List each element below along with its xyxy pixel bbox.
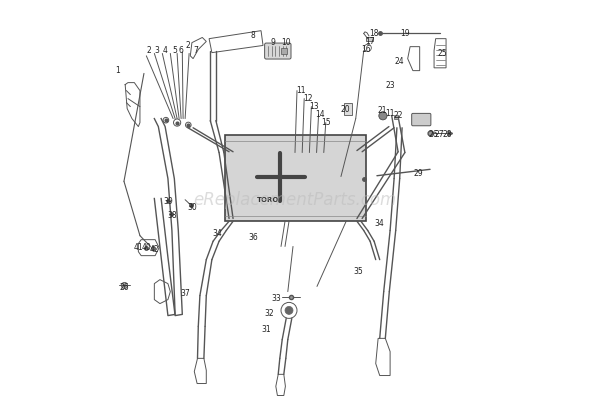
Text: 42: 42: [149, 245, 159, 254]
Bar: [344, 103, 352, 115]
Text: 26: 26: [119, 283, 129, 292]
Text: 1: 1: [115, 66, 120, 75]
Text: 21: 21: [378, 106, 387, 115]
Text: 35: 35: [353, 267, 363, 276]
Text: 34: 34: [375, 219, 385, 228]
Text: 38: 38: [167, 211, 177, 220]
FancyBboxPatch shape: [412, 113, 431, 126]
Text: 11: 11: [296, 86, 306, 95]
Text: 8: 8: [251, 31, 255, 41]
Text: 17: 17: [365, 37, 375, 46]
Circle shape: [285, 306, 293, 314]
Bar: [366, 36, 373, 41]
Text: 4: 4: [163, 46, 168, 55]
Text: 37: 37: [180, 289, 190, 298]
Circle shape: [379, 112, 387, 120]
Text: 28: 28: [443, 130, 453, 139]
Text: 14: 14: [315, 110, 324, 119]
Text: 2: 2: [185, 41, 191, 50]
Text: eReplacementParts.com: eReplacementParts.com: [194, 191, 396, 209]
Text: 7: 7: [194, 46, 198, 55]
Text: 3: 3: [155, 46, 159, 55]
Text: TORO: TORO: [257, 197, 279, 203]
Text: 41: 41: [133, 243, 143, 252]
Text: 31: 31: [261, 325, 271, 334]
FancyBboxPatch shape: [265, 43, 291, 59]
Text: 11: 11: [385, 109, 395, 118]
Text: 10: 10: [281, 38, 291, 47]
Text: 9: 9: [271, 38, 276, 47]
Text: 27: 27: [435, 130, 444, 139]
Text: 18: 18: [369, 29, 379, 38]
Text: 12: 12: [303, 94, 313, 103]
Text: 33: 33: [271, 294, 281, 303]
Text: 34: 34: [212, 229, 222, 238]
Text: 19: 19: [400, 29, 409, 38]
Text: 29: 29: [413, 169, 423, 178]
Text: 23: 23: [385, 81, 395, 90]
Text: 32: 32: [264, 309, 274, 318]
Text: 40: 40: [142, 243, 151, 252]
Text: 25: 25: [437, 49, 447, 58]
Text: 39: 39: [163, 197, 173, 206]
Text: 30: 30: [187, 203, 197, 212]
Text: 26: 26: [428, 130, 438, 139]
Text: 13: 13: [309, 102, 319, 111]
Text: 5: 5: [172, 46, 177, 55]
Text: 20: 20: [340, 105, 350, 114]
Text: 16: 16: [361, 45, 371, 54]
Bar: [225, 136, 366, 221]
Text: 6: 6: [179, 46, 183, 55]
Text: 36: 36: [248, 233, 258, 242]
Text: 15: 15: [322, 118, 331, 127]
Text: 24: 24: [395, 57, 405, 66]
Text: 2: 2: [147, 46, 152, 55]
Text: 22: 22: [394, 111, 403, 120]
